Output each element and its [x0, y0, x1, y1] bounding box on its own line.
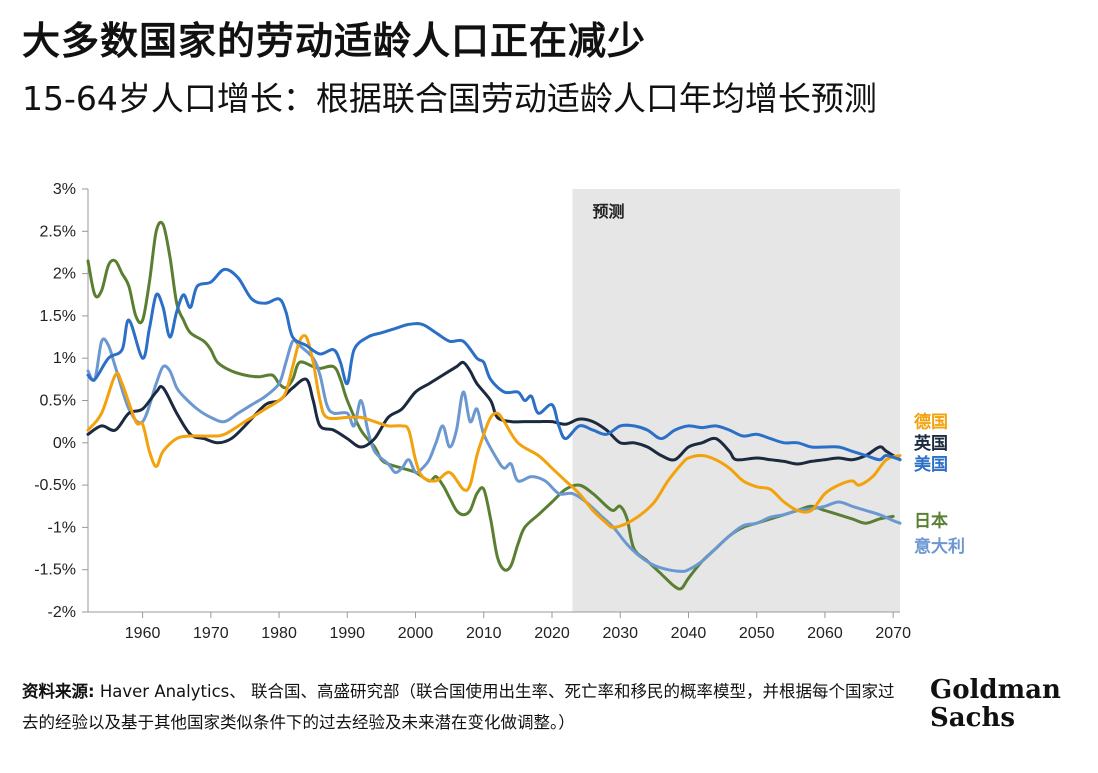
x-tick-label: 2050: [739, 625, 775, 642]
x-tick-label: 1960: [125, 625, 161, 642]
series-line-2: [86, 267, 902, 462]
y-tick-label: 2.5%: [40, 223, 76, 240]
x-tick-label: 2010: [466, 625, 502, 642]
y-tick-label: 0%: [53, 435, 76, 452]
goldman-sachs-logo: Goldman Sachs: [930, 676, 1070, 732]
x-tick-label: 1980: [261, 625, 297, 642]
x-tick-label: 1970: [193, 625, 229, 642]
legend-label-2: 美国: [914, 454, 948, 475]
y-tick-label: -2%: [48, 604, 76, 621]
legend-label-0: 德国: [914, 412, 948, 433]
x-tick-label: 2040: [671, 625, 707, 642]
y-tick-label: 2%: [53, 266, 76, 283]
x-tick-label: 2030: [602, 625, 638, 642]
x-tick-label: 2020: [534, 625, 570, 642]
series-line-1: [86, 360, 902, 466]
y-tick-label: 0.5%: [40, 393, 76, 410]
logo-line-1: Goldman: [930, 675, 1061, 705]
y-tick-label: 1.5%: [40, 308, 76, 325]
x-tick-label: 1990: [329, 625, 365, 642]
y-tick-label: -1%: [48, 519, 76, 536]
source-label: 资料来源:: [22, 682, 95, 701]
series-line-0: [86, 334, 902, 529]
y-tick-label: -0.5%: [34, 477, 76, 494]
x-tick-label: 2000: [398, 625, 434, 642]
x-tick-label: 2070: [875, 625, 911, 642]
forecast-region: [572, 189, 900, 612]
y-tick-label: -1.5%: [34, 562, 76, 579]
legend-label-1: 英国: [914, 433, 948, 454]
forecast-label: 预测: [592, 202, 624, 221]
series-line-4: [86, 337, 902, 573]
line-chart: 预测 3% 2.5% 2% 1.5% 1% 0.5% 0% -0.5% -1% -1.5% -2% 1…: [34, 181, 965, 642]
legend-label-3: 日本: [914, 511, 948, 532]
logo-line-2: Sachs: [930, 703, 1015, 733]
x-tick-label: 2060: [807, 625, 843, 642]
chart-title: 大多数国家的劳动适龄人口正在减少: [22, 19, 647, 63]
y-tick-label: 3%: [53, 181, 76, 198]
source-text: Haver Analytics、 联合国、高盛研究部（联合国使用出生率、死亡率和…: [22, 682, 895, 732]
chart-subtitle: 15-64岁人口增长：根据联合国劳动适龄人口年均增长预测: [22, 79, 877, 118]
legend-label-4: 意大利: [914, 536, 965, 557]
y-tick-label: 1%: [53, 350, 76, 367]
source-note: 资料来源: Haver Analytics、 联合国、高盛研究部（联合国使用出生…: [22, 676, 902, 738]
